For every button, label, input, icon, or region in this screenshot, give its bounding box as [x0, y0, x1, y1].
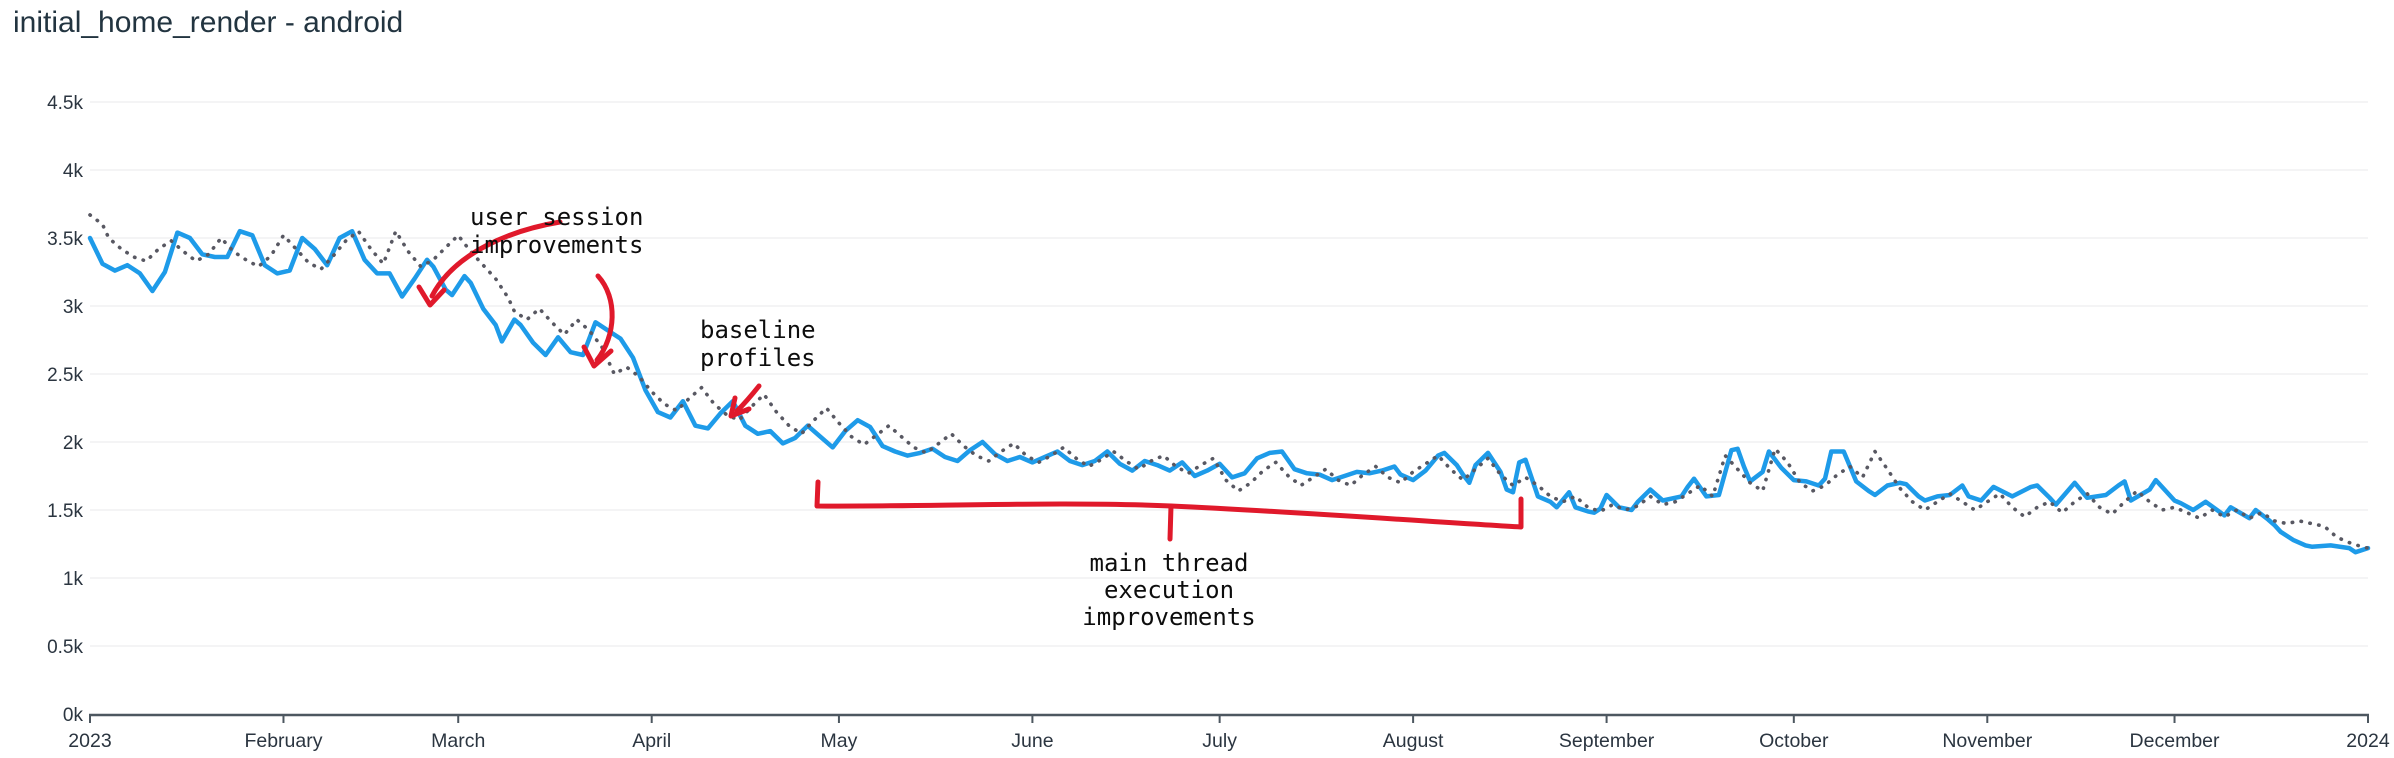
y-tick-label: 4.5k — [47, 93, 83, 114]
user-session-arrow-left — [429, 219, 563, 299]
x-tick-label: October — [1759, 730, 1829, 752]
annotation-main-thread: main thread execution improvements — [1082, 549, 1256, 631]
user-session-arrow-right-head — [581, 344, 614, 369]
y-tick-label: 0.5k — [47, 637, 83, 658]
user-session-arrow-right — [594, 273, 615, 363]
x-tick-label: February — [244, 730, 322, 752]
x-tick-label: 2024 — [2346, 730, 2390, 752]
y-tick-label: 0k — [63, 705, 84, 726]
series-solid_blue — [87, 228, 2371, 555]
series-dotted_gray — [88, 213, 2370, 550]
hand-drawn-annotations — [416, 219, 1524, 542]
x-tick-label: April — [632, 730, 671, 752]
y-axis-labels: 4.5k 4k 3.5k 3k 2.5k 2k 1.5k 1k 0.5k 0k — [47, 93, 83, 726]
main-thread-bracket-tick — [1167, 503, 1174, 542]
x-tick-label: 2023 — [68, 730, 111, 752]
x-axis — [89, 713, 2369, 723]
annotation-user-session: user session improvements — [470, 203, 644, 259]
user-session-arrow-left-head — [416, 284, 447, 308]
y-tick-label: 2k — [63, 433, 84, 454]
y-tick-label: 3.5k — [47, 229, 83, 250]
x-axis-labels: 2023 February March April May June July August S… — [68, 730, 2390, 752]
x-tick-label: November — [1942, 730, 2032, 752]
baseline-profiles-arrow-head — [728, 395, 752, 419]
y-tick-label: 3k — [63, 297, 84, 318]
x-tick-label: December — [2130, 730, 2220, 752]
gridlines — [90, 101, 2368, 647]
x-tick-label: March — [431, 730, 485, 752]
x-tick-label: September — [1559, 730, 1655, 752]
y-tick-label: 4k — [63, 161, 84, 182]
chart-title: initial_home_render - android — [13, 6, 404, 39]
y-tick-label: 1.5k — [47, 501, 83, 522]
baseline-profiles-arrow — [734, 383, 762, 414]
x-tick-label: June — [1011, 730, 1053, 752]
annotation-baseline-profiles: baseline profiles — [700, 316, 816, 372]
x-tick-label: July — [1202, 730, 1237, 752]
x-tick-label: May — [821, 730, 858, 752]
y-tick-label: 1k — [63, 569, 84, 590]
x-tick-label: August — [1383, 730, 1444, 752]
data-series — [87, 213, 2371, 555]
y-tick-label: 2.5k — [47, 365, 83, 386]
